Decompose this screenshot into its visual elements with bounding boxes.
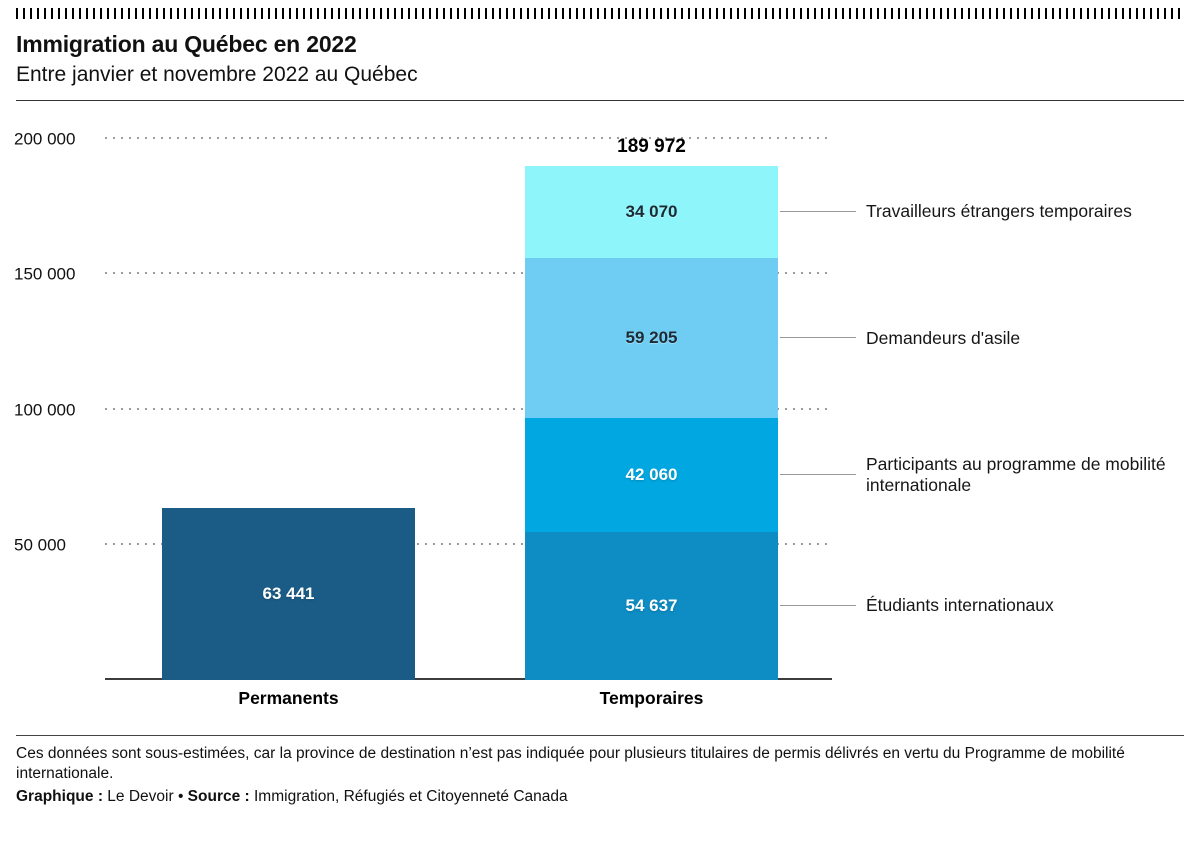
segment-value-label: 34 070 <box>625 202 678 222</box>
annotation-label: Participants au programme de mobilité in… <box>866 453 1166 496</box>
page-title: Immigration au Québec en 2022 <box>16 31 357 57</box>
segment-value-label: 54 637 <box>625 596 678 616</box>
credit-line: Graphique : Le Devoir • Source : Immigra… <box>16 788 1184 806</box>
bar-segment: 59 205 <box>525 258 778 419</box>
annotation-leader-line <box>780 605 856 607</box>
gridline <box>105 272 832 275</box>
y-tick-label: 100 000 <box>14 400 76 419</box>
x-axis-category: Temporaires <box>599 688 704 708</box>
bar-segment: 34 070 <box>525 166 778 259</box>
bar-total-label: 189 972 <box>617 136 686 158</box>
credit-source-label: Source : <box>187 787 250 805</box>
credit-source-value: Immigration, Réfugiés et Citoyenneté Can… <box>249 787 568 805</box>
annotation-leader-line <box>780 474 856 476</box>
annotation-label: Demandeurs d'asile <box>866 327 1021 348</box>
barcode-border <box>16 8 1184 19</box>
footer-divider <box>16 735 1184 736</box>
x-axis-baseline <box>105 678 832 680</box>
header: Immigration au Québec en 2022 Entre janv… <box>0 31 1200 87</box>
annotation-leader-line <box>780 211 856 213</box>
annotation-label: Étudiants internationaux <box>866 595 1054 616</box>
segment-value-label: 42 060 <box>625 465 678 485</box>
segment-value-label: 59 205 <box>625 328 678 348</box>
footnote: Ces données sont sous-estimées, car la p… <box>16 745 1125 783</box>
chart-area: 200 000 150 000 100 000 50 000 63 441 54 637 É… <box>0 120 1200 722</box>
plot-area: 200 000 150 000 100 000 50 000 63 441 54 637 É… <box>0 120 1200 680</box>
page-subtitle: Entre janvier et novembre 2022 au Québec <box>16 63 418 86</box>
segment-value-label: 63 441 <box>262 584 315 604</box>
y-tick-label: 150 000 <box>14 264 76 284</box>
credit-graphique-value: Le Devoir <box>102 787 178 805</box>
bar-segment: 42 060 <box>525 418 778 533</box>
annotation-label: Travailleurs étrangers temporaires <box>866 201 1132 222</box>
y-tick-label: 200 000 <box>14 129 76 149</box>
footer: Ces données sont sous-estimées, car la p… <box>0 735 1200 806</box>
x-axis-labels: Permanents Temporaires <box>0 680 1200 722</box>
gridline <box>105 407 832 410</box>
y-tick-label: 50 000 <box>14 535 66 555</box>
credit-graphique-label: Graphique : <box>16 787 103 805</box>
annotation-leader-line <box>780 337 856 339</box>
gridline <box>105 542 832 545</box>
credit-separator: • <box>177 787 188 805</box>
x-axis-category: Permanents <box>238 688 339 708</box>
header-divider <box>16 100 1184 101</box>
bar-segment: 63 441 <box>162 508 415 680</box>
bar-segment: 54 637 <box>525 532 778 680</box>
gridline <box>105 137 832 139</box>
